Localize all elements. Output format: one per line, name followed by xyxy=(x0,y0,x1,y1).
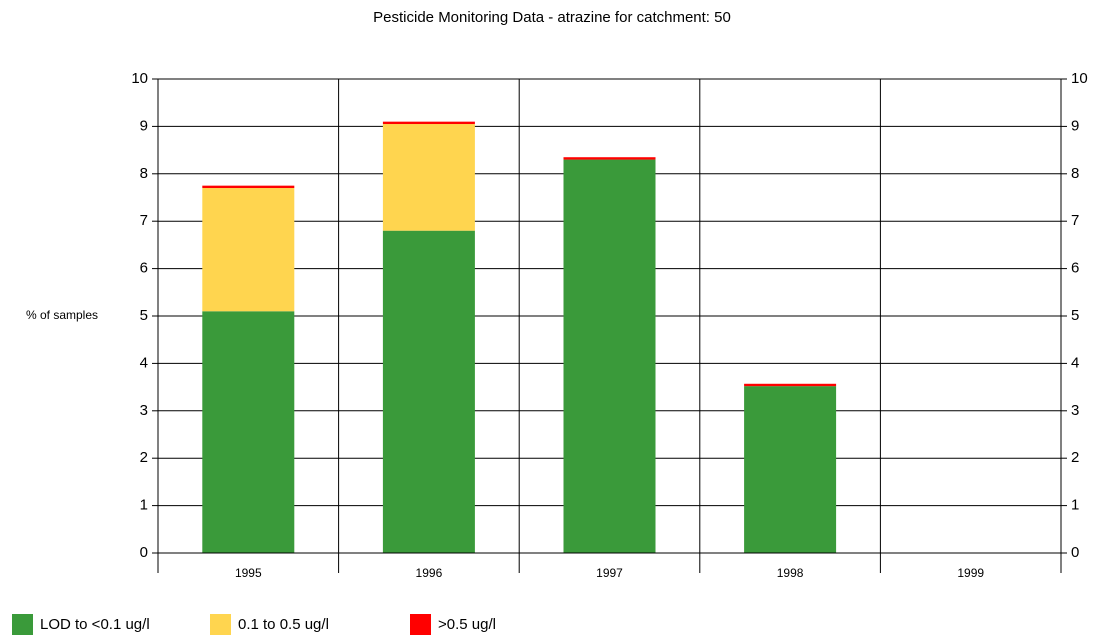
bar-segment xyxy=(202,188,295,312)
bar-segment xyxy=(744,383,837,387)
bar-segment xyxy=(744,386,837,553)
bar-segment xyxy=(202,311,295,553)
y-tick-label: 0 xyxy=(140,544,148,561)
y2-tick-label: 8 xyxy=(1071,165,1079,182)
y-tick-label: 1 xyxy=(140,497,148,514)
y-tick-label: 2 xyxy=(140,449,148,466)
y2-tick-label: 9 xyxy=(1071,117,1079,134)
y2-tick-label: 2 xyxy=(1071,449,1079,466)
y2-tick-label: 0 xyxy=(1071,544,1079,561)
y-tick-label: 4 xyxy=(140,354,148,371)
bar-segment xyxy=(202,185,295,189)
legend-label: 0.1 to 0.5 ug/l xyxy=(238,616,329,633)
bar-segment xyxy=(382,124,475,231)
chart-title: Pesticide Monitoring Data - atrazine for… xyxy=(373,9,731,26)
bar-segment xyxy=(563,159,656,553)
y2-tick-label: 3 xyxy=(1071,402,1079,419)
legend-swatch xyxy=(12,614,33,635)
y-tick-label: 3 xyxy=(140,402,148,419)
y-tick-label: 5 xyxy=(140,307,148,324)
y-tick-label: 9 xyxy=(140,117,148,134)
legend-swatch xyxy=(410,614,431,635)
y2-tick-label: 6 xyxy=(1071,260,1079,277)
legend-label: LOD to <0.1 ug/l xyxy=(40,616,150,633)
y-tick-label: 6 xyxy=(140,260,148,277)
y-tick-label: 8 xyxy=(140,165,148,182)
x-tick-label: 1996 xyxy=(416,566,443,580)
x-tick-label: 1997 xyxy=(596,566,623,580)
y2-tick-label: 5 xyxy=(1071,307,1079,324)
y2-tick-label: 10 xyxy=(1071,70,1088,87)
bar-segment xyxy=(563,157,656,160)
bar-segment xyxy=(382,230,475,553)
legend-swatch xyxy=(210,614,231,635)
x-tick-label: 1995 xyxy=(235,566,262,580)
y2-tick-label: 7 xyxy=(1071,212,1079,229)
y2-tick-label: 1 xyxy=(1071,497,1079,514)
bar-segment xyxy=(382,121,475,125)
y-axis-label: % of samples xyxy=(26,308,98,322)
y-tick-label: 7 xyxy=(140,212,148,229)
x-tick-label: 1999 xyxy=(957,566,984,580)
x-tick-label: 1998 xyxy=(777,566,804,580)
legend-label: >0.5 ug/l xyxy=(438,616,496,633)
y2-tick-label: 4 xyxy=(1071,354,1079,371)
y-tick-label: 10 xyxy=(131,70,148,87)
